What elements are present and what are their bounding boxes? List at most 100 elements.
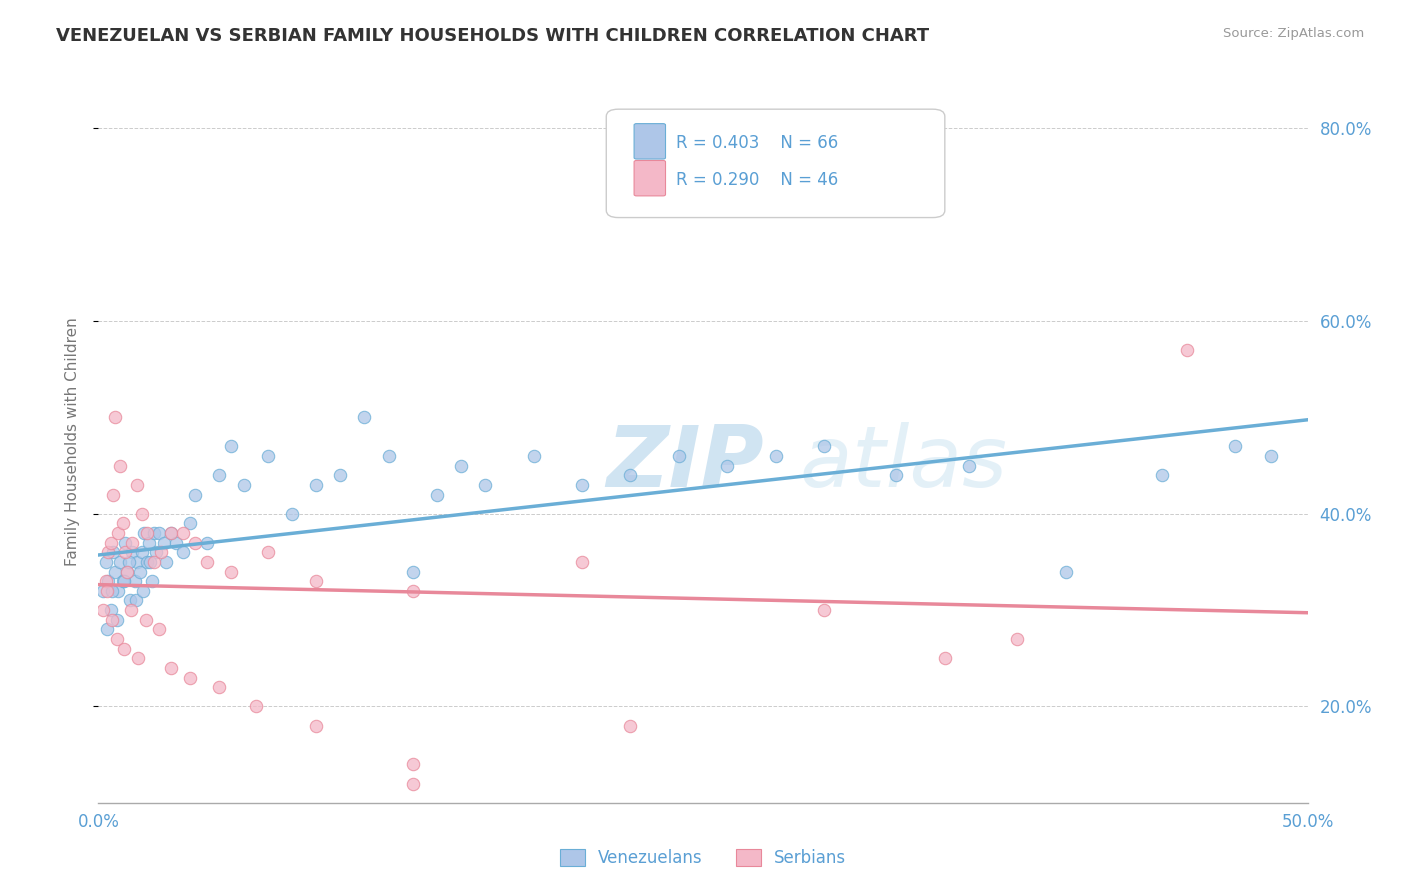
Point xyxy=(148,526,170,541)
Point xyxy=(813,603,835,617)
Point xyxy=(160,661,183,675)
Point xyxy=(256,545,278,559)
Point xyxy=(155,555,177,569)
Point xyxy=(107,583,129,598)
Point xyxy=(1152,468,1174,483)
Point xyxy=(111,574,134,589)
Text: VENEZUELAN VS SERBIAN FAMILY HOUSEHOLDS WITH CHILDREN CORRELATION CHART: VENEZUELAN VS SERBIAN FAMILY HOUSEHOLDS … xyxy=(56,27,929,45)
Point xyxy=(1007,632,1029,646)
Point xyxy=(128,565,150,579)
Point xyxy=(957,458,980,473)
Point xyxy=(134,526,156,541)
Point xyxy=(138,535,160,549)
Point xyxy=(96,583,118,598)
Point xyxy=(208,468,231,483)
Text: R = 0.290    N = 46: R = 0.290 N = 46 xyxy=(676,171,838,189)
Point xyxy=(402,565,425,579)
Point xyxy=(118,593,141,607)
Point xyxy=(100,613,122,627)
Point xyxy=(150,545,173,559)
Point xyxy=(120,603,142,617)
Point xyxy=(111,516,134,531)
Point xyxy=(523,449,546,463)
Point xyxy=(96,623,118,637)
FancyBboxPatch shape xyxy=(634,124,665,159)
Point xyxy=(127,555,149,569)
Point xyxy=(1054,565,1077,579)
Point xyxy=(179,516,201,531)
Point xyxy=(124,574,146,589)
Point xyxy=(1223,439,1246,453)
Point xyxy=(121,545,143,559)
Point xyxy=(329,468,352,483)
Point xyxy=(100,535,122,549)
Point xyxy=(121,535,143,549)
Point xyxy=(114,545,136,559)
Point xyxy=(716,458,738,473)
Point xyxy=(232,478,254,492)
Point xyxy=(195,535,218,549)
Point xyxy=(135,526,157,541)
Point xyxy=(143,526,166,541)
Point xyxy=(139,555,162,569)
Legend: Venezuelans, Serbians: Venezuelans, Serbians xyxy=(553,842,853,874)
Point xyxy=(135,613,157,627)
Point xyxy=(141,574,163,589)
Point xyxy=(165,535,187,549)
Point xyxy=(148,623,170,637)
Point xyxy=(97,545,120,559)
Point xyxy=(305,574,328,589)
Point xyxy=(160,526,183,541)
Point xyxy=(184,487,207,501)
Text: ZIP: ZIP xyxy=(606,422,763,505)
Point xyxy=(184,535,207,549)
Point xyxy=(402,757,425,772)
Point xyxy=(101,545,124,559)
Point xyxy=(402,583,425,598)
Point xyxy=(112,641,135,656)
Point xyxy=(100,583,122,598)
Point xyxy=(305,719,328,733)
Point xyxy=(104,565,127,579)
Point xyxy=(143,555,166,569)
Point xyxy=(474,478,496,492)
Point xyxy=(94,555,117,569)
Point xyxy=(108,555,131,569)
Point xyxy=(571,478,593,492)
Point xyxy=(127,478,149,492)
Point xyxy=(160,526,183,541)
Point xyxy=(765,449,787,463)
Point xyxy=(571,555,593,569)
Point xyxy=(245,699,267,714)
Point xyxy=(619,719,641,733)
Point xyxy=(145,545,167,559)
Point xyxy=(377,449,399,463)
Point xyxy=(112,574,135,589)
Point xyxy=(426,487,449,501)
Point xyxy=(125,593,148,607)
Point xyxy=(172,526,194,541)
Point xyxy=(108,458,131,473)
Point xyxy=(94,574,117,589)
Point xyxy=(619,468,641,483)
Point xyxy=(91,603,114,617)
Point xyxy=(886,468,908,483)
Point xyxy=(1175,343,1198,357)
Point xyxy=(1260,449,1282,463)
Point xyxy=(127,651,149,665)
Point xyxy=(208,680,231,694)
FancyBboxPatch shape xyxy=(634,161,665,196)
Point xyxy=(934,651,956,665)
Point xyxy=(105,613,128,627)
Point xyxy=(104,410,127,425)
Point xyxy=(668,449,690,463)
Text: Source: ZipAtlas.com: Source: ZipAtlas.com xyxy=(1223,27,1364,40)
Point xyxy=(114,535,136,549)
Point xyxy=(101,487,124,501)
Point xyxy=(91,583,114,598)
Point xyxy=(117,565,139,579)
Point xyxy=(353,410,375,425)
Point xyxy=(97,574,120,589)
Point xyxy=(281,507,304,521)
Point xyxy=(105,632,128,646)
